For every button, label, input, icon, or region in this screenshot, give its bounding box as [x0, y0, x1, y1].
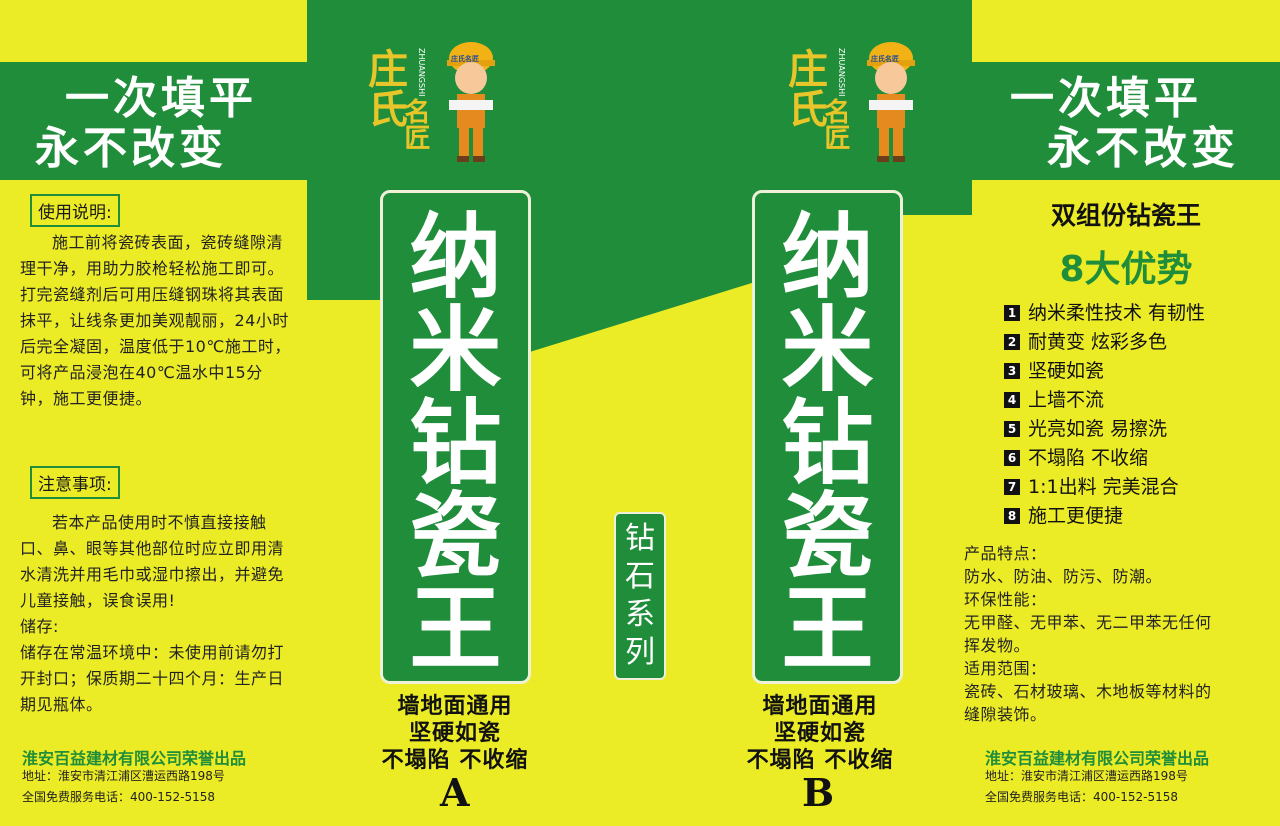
usage-title: 使用说明:: [30, 194, 120, 227]
advantage-number: 1: [1004, 305, 1020, 321]
logo-hat-text: 庄氏名匠: [871, 55, 899, 63]
product-char: 王: [409, 575, 502, 683]
brand-logo-left: 庄氏 名匠 ZHUANGSHI 庄氏名匠: [355, 38, 505, 173]
right-band-line2: 永不改变: [1047, 123, 1239, 174]
company-address-right: 地址：淮安市清江浦区漕运西路198号: [985, 769, 1188, 783]
storage-label: 储存:: [20, 617, 59, 636]
advantage-item: 6 不塌陷 不收缩: [1004, 443, 1148, 470]
product-char: 钻: [781, 389, 874, 497]
left-band-line1: 一次填平: [65, 73, 257, 124]
product-char: 瓷: [409, 482, 502, 590]
brand-logo-right: 庄氏 名匠 ZHUANGSHI 庄氏名匠: [775, 38, 925, 173]
company-phone-right: 全国免费服务电话：400-152-5158: [985, 790, 1179, 804]
series-char: 列: [625, 635, 655, 670]
advantage-number: 2: [1004, 334, 1020, 350]
series-char: 钻: [625, 521, 655, 556]
right-panel-subtitle: 8大优势: [1059, 249, 1193, 290]
product-name-panel-b: 纳 米 钻 瓷 王: [752, 190, 903, 684]
slogan-line: 墙地面通用: [397, 694, 513, 719]
feature-line: 防水、防油、防污、防潮。: [964, 567, 1163, 586]
advantage-item: 2 耐黄变 炫彩多色: [1004, 327, 1167, 354]
advantage-item: 1 纳米柔性技术 有韧性: [1004, 298, 1205, 325]
logo-pinyin: ZHUANGSHI: [417, 48, 426, 97]
advantage-text: 施工更便捷: [1028, 505, 1124, 527]
component-letter-a: A: [440, 770, 470, 815]
logo-hat-text: 庄氏名匠: [451, 55, 479, 63]
advantage-text: 耐黄变 炫彩多色: [1028, 331, 1168, 353]
advantage-text: 1:1出料 完美混合: [1028, 476, 1179, 498]
advantage-text: 纳米柔性技术 有韧性: [1028, 302, 1206, 324]
logo-brand-chars: 庄氏: [361, 48, 408, 128]
advantage-text: 不塌陷 不收缩: [1028, 447, 1149, 469]
right-band-line1: 一次填平: [1010, 73, 1202, 124]
logo-second-chars: 名匠: [820, 98, 850, 150]
slogan-line: 坚硬如瓷: [773, 721, 866, 746]
feature-line: 产品特点：: [964, 544, 1047, 563]
worker-mascot-icon: [867, 42, 915, 162]
product-char: 纳: [409, 203, 502, 311]
company-address-left: 地址：淮安市清江浦区漕运西路198号: [22, 769, 225, 783]
slogan-line: 不塌陷 不收缩: [746, 748, 894, 773]
slogan-line: 坚硬如瓷: [408, 721, 501, 746]
feature-line: 无甲醛、无甲苯、无二甲苯无任何: [964, 613, 1212, 632]
feature-line: 挥发物。: [964, 636, 1031, 655]
usage-text: 施工前将瓷砖表面，瓷砖缝隙清理干净，用助力胶枪轻松施工即可。打完瓷缝剂后可用压缝…: [20, 230, 292, 412]
advantage-number: 8: [1004, 508, 1020, 524]
product-char: 王: [781, 575, 874, 683]
company-name-left: 淮安百益建材有限公司荣誉出品: [22, 749, 247, 768]
product-char: 纳: [781, 203, 874, 311]
series-panel: 钻 石 系 列: [614, 512, 666, 680]
worker-mascot-icon: [447, 42, 495, 162]
advantage-item: 4 上墙不流: [1004, 385, 1104, 412]
slogan-line: 墙地面通用: [762, 694, 878, 719]
advantage-number: 6: [1004, 450, 1020, 466]
product-features: 产品特点： 防水、防油、防污、防潮。 环保性能： 无甲醛、无甲苯、无二甲苯无任何…: [964, 542, 1264, 726]
notes-title: 注意事项:: [30, 466, 120, 499]
advantage-item: 5 光亮如瓷 易擦洗: [1004, 414, 1167, 441]
logo-pinyin: ZHUANGSHI: [837, 48, 846, 97]
advantage-item: 3 坚硬如瓷: [1004, 356, 1104, 383]
notes-paragraph: 若本产品使用时不慎直接接触口、鼻、眼等其他部位时应立即用清水清洗并用毛巾或湿巾擦…: [20, 513, 285, 610]
advantage-number: 5: [1004, 421, 1020, 437]
advantage-text: 光亮如瓷 易擦洗: [1028, 418, 1168, 440]
feature-line: 缝隙装饰。: [964, 705, 1047, 724]
left-band-line2: 永不改变: [35, 123, 227, 174]
advantage-item: 8 施工更便捷: [1004, 501, 1123, 528]
slogan-line: 不塌陷 不收缩: [381, 748, 529, 773]
product-char: 米: [409, 296, 502, 404]
product-char: 米: [781, 296, 874, 404]
right-slogan-band: 一次填平 永不改变: [972, 62, 1280, 180]
advantage-number: 4: [1004, 392, 1020, 408]
logo-brand-chars: 庄氏: [781, 48, 828, 128]
company-phone-left: 全国免费服务电话：400-152-5158: [22, 790, 216, 804]
feature-line: 适用范围：: [964, 659, 1047, 678]
logo-second-chars: 名匠: [400, 98, 430, 150]
feature-line: 瓷砖、石材玻璃、木地板等材料的: [964, 682, 1212, 701]
series-char: 系: [625, 597, 655, 632]
product-name-panel-a: 纳 米 钻 瓷 王: [380, 190, 531, 684]
feature-line: 环保性能：: [964, 590, 1047, 609]
right-panel-title: 双组份钻瓷王: [1050, 201, 1201, 230]
advantage-number: 3: [1004, 363, 1020, 379]
series-char: 石: [625, 559, 655, 594]
usage-paragraph: 施工前将瓷砖表面，瓷砖缝隙清理干净，用助力胶枪轻松施工即可。打完瓷缝剂后可用压缝…: [20, 233, 291, 408]
product-char: 钻: [409, 389, 502, 497]
company-name-right: 淮安百益建材有限公司荣誉出品: [985, 749, 1210, 768]
advantage-number: 7: [1004, 479, 1020, 495]
advantage-item: 7 1:1出料 完美混合: [1004, 472, 1179, 499]
product-char: 瓷: [781, 482, 874, 590]
notes-text: 若本产品使用时不慎直接接触口、鼻、眼等其他部位时应立即用清水清洗并用毛巾或湿巾擦…: [20, 510, 292, 718]
advantage-text: 坚硬如瓷: [1028, 360, 1105, 382]
left-slogan-band: 一次填平 永不改变: [0, 62, 307, 180]
advantage-text: 上墙不流: [1028, 389, 1105, 411]
component-letter-b: B: [802, 770, 835, 815]
storage-text: 储存在常温环境中：未使用前请勿打开封口；保质期二十四个月：生产日期见瓶体。: [20, 643, 285, 714]
